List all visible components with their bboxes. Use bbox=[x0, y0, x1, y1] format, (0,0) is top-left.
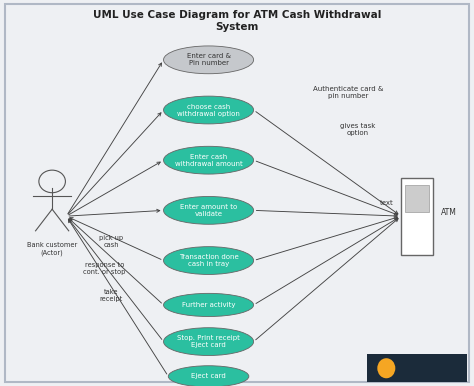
Ellipse shape bbox=[164, 96, 254, 124]
Text: UML Use Case Diagram for ATM Cash Withdrawal
System: UML Use Case Diagram for ATM Cash Withdr… bbox=[93, 10, 381, 32]
Ellipse shape bbox=[164, 247, 254, 274]
Text: Authenticate card &
pin number: Authenticate card & pin number bbox=[313, 86, 383, 99]
Text: take
receipt: take receipt bbox=[100, 289, 123, 302]
Text: ATM: ATM bbox=[441, 208, 456, 217]
Text: choose cash
withdrawal option: choose cash withdrawal option bbox=[177, 103, 240, 117]
Text: Enter cash
withdrawal amount: Enter cash withdrawal amount bbox=[175, 154, 242, 167]
Ellipse shape bbox=[377, 358, 395, 378]
Bar bbox=[405, 185, 429, 212]
Text: Further activity: Further activity bbox=[182, 302, 235, 308]
Text: Eject card: Eject card bbox=[191, 373, 226, 379]
Ellipse shape bbox=[164, 328, 254, 356]
Text: Bank customer
(Actor): Bank customer (Actor) bbox=[27, 242, 77, 256]
Text: Enter amount to
validate: Enter amount to validate bbox=[180, 204, 237, 217]
Ellipse shape bbox=[164, 46, 254, 74]
FancyBboxPatch shape bbox=[367, 354, 467, 382]
Ellipse shape bbox=[164, 293, 254, 317]
Text: text: text bbox=[379, 200, 393, 206]
Text: gives task
option: gives task option bbox=[340, 123, 375, 136]
Text: response to
cont. or stop: response to cont. or stop bbox=[83, 262, 126, 275]
Ellipse shape bbox=[164, 196, 254, 224]
Text: Transaction done
cash in tray: Transaction done cash in tray bbox=[179, 254, 238, 267]
Text: Enter card &
Pin number: Enter card & Pin number bbox=[187, 53, 230, 66]
Text: pick up
cash: pick up cash bbox=[100, 235, 123, 248]
Ellipse shape bbox=[164, 146, 254, 174]
Text: Stop. Print receipt
Eject card: Stop. Print receipt Eject card bbox=[177, 335, 240, 348]
Ellipse shape bbox=[168, 366, 249, 386]
Bar bbox=[401, 178, 433, 255]
Text: createℓy
Diagramming: createℓy Diagramming bbox=[401, 362, 443, 374]
